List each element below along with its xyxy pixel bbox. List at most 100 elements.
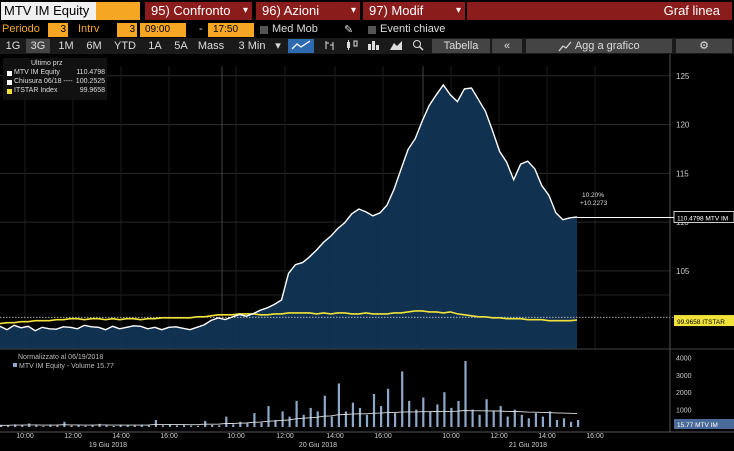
volume-bar — [281, 411, 284, 427]
azioni-menu[interactable]: 96) Azioni ▾ — [256, 2, 360, 20]
gear-icon[interactable]: ⚙ — [676, 39, 732, 53]
chevron-down-icon: ▾ — [350, 5, 356, 16]
volume-bar — [295, 400, 298, 427]
end-time-input[interactable]: 17:50 — [208, 23, 254, 37]
volume-bar — [91, 425, 94, 427]
eventi-checkbox[interactable] — [368, 26, 376, 34]
volume-bar — [337, 383, 340, 427]
volume-bar — [246, 423, 249, 427]
volume-bar — [7, 425, 10, 427]
volume-bar — [506, 416, 509, 427]
legend-item-itstar[interactable]: ITSTAR Index 99.9658 — [7, 87, 107, 95]
candlestick-icon[interactable] — [342, 39, 362, 53]
volume-tick-label: 1000 — [676, 408, 692, 415]
add-to-chart-button[interactable]: Agg a grafico — [526, 39, 672, 53]
last-price-tag-label: 110.4798 MTV IM — [677, 215, 728, 222]
periodo-label: Periodo — [2, 23, 40, 35]
volume-bar — [70, 425, 73, 427]
volume-bar — [394, 413, 397, 427]
volume-bar — [541, 416, 544, 427]
modif-menu[interactable]: 97) Modif ▾ — [363, 2, 465, 20]
period-1g-button[interactable]: 1G — [5, 40, 21, 52]
period-1m-button[interactable]: 1M — [58, 40, 74, 52]
price-chart[interactable]: 1051101151201251000200030004000Normalizz… — [0, 54, 734, 451]
legend-name: MTV IM Equity — [14, 69, 60, 76]
volume-bar — [577, 420, 580, 427]
period-3g-button[interactable]: 3G — [26, 39, 50, 53]
time-tick-label: 12:00 — [64, 433, 82, 440]
time-tick-label: 12:00 — [490, 433, 508, 440]
time-tick-label: 14:00 — [112, 433, 130, 440]
volume-bar — [183, 425, 186, 427]
legend-header: Ultimo prz — [31, 60, 63, 67]
azioni-label: 96) Azioni — [262, 3, 320, 18]
chart-legend: Ultimo prz MTV IM Equity 110.4798 Chiusu… — [3, 58, 107, 100]
volume-bar — [267, 406, 270, 427]
legend-swatch-icon — [7, 89, 12, 94]
legend-item-mtv[interactable]: MTV IM Equity 110.4798 — [7, 69, 107, 77]
chevron-down-icon[interactable]: ▾ — [275, 40, 281, 52]
mountain-chart-icon[interactable] — [386, 39, 406, 53]
volume-bar — [260, 422, 263, 427]
period-6m-button[interactable]: 6M — [86, 40, 102, 52]
legend-item-chiusura[interactable]: Chiusura 06/18 ---- 100.2525 — [7, 78, 107, 86]
volume-bar — [316, 411, 319, 427]
time-tick-label: 10:00 — [227, 433, 245, 440]
volume-bar — [21, 425, 24, 427]
time-tick-label: 14:00 — [538, 433, 556, 440]
volume-bar — [190, 425, 193, 427]
volume-bar — [380, 406, 383, 427]
chevron-down-icon: ▾ — [242, 5, 248, 16]
volume-bar — [56, 425, 59, 427]
back-button[interactable]: « — [492, 39, 522, 53]
volume-bar — [570, 421, 573, 427]
volume-bar — [422, 397, 425, 427]
time-tick-label: 16:00 — [160, 433, 178, 440]
bar-chart-icon[interactable] — [364, 39, 384, 53]
line-chart-icon[interactable] — [288, 39, 314, 53]
tabella-button[interactable]: Tabella — [432, 39, 490, 53]
interval-dropdown[interactable]: 3 Min — [238, 40, 266, 52]
period-5a-button[interactable]: 5A — [174, 40, 188, 52]
date-label: 21 Giu 2018 — [509, 442, 547, 449]
volume-tag — [674, 419, 734, 429]
period-ytd-button[interactable]: YTD — [114, 40, 136, 52]
volume-bar — [42, 426, 45, 427]
date-label: 19 Giu 2018 — [89, 442, 127, 449]
volume-tick-label: 4000 — [676, 355, 692, 362]
volume-bar — [239, 421, 242, 427]
period-1a-button[interactable]: 1A — [148, 40, 162, 52]
window-title: Graf linea — [467, 2, 732, 20]
volume-bar — [457, 400, 460, 427]
volume-bar — [330, 416, 333, 427]
zoom-icon[interactable] — [408, 39, 428, 53]
start-time-input[interactable]: 09:00 — [140, 23, 186, 37]
ticker-text: MTV IM Equity — [4, 3, 90, 18]
volume-bar — [84, 425, 87, 427]
volume-bar — [344, 411, 347, 427]
volume-bar — [253, 413, 256, 427]
time-tick-label: 12:00 — [276, 433, 294, 440]
ticker-field[interactable]: MTV IM Equity — [1, 2, 140, 20]
volume-bar — [175, 425, 179, 427]
ohlc-icon[interactable] — [320, 39, 340, 53]
med-mob-checkbox[interactable] — [260, 26, 268, 34]
volume-bar — [147, 425, 150, 427]
periodo-input[interactable]: 3 — [48, 23, 68, 37]
price-tick-label: 105 — [676, 267, 690, 276]
volume-bar — [436, 404, 439, 427]
volume-tick-label: 2000 — [676, 390, 692, 397]
confronto-menu[interactable]: 95) Confronto ▾ — [145, 2, 252, 20]
volume-tag-label: 15.77 MTV IM — [677, 422, 718, 429]
itstar-price-tag — [674, 315, 734, 327]
intrv-input[interactable]: 3 — [117, 23, 137, 37]
price-area-fill — [0, 84, 577, 349]
legend-name: Chiusura 06/18 ---- — [14, 78, 73, 85]
period-mass-button[interactable]: Mass — [197, 40, 225, 52]
volume-bar — [492, 411, 495, 427]
volume-legend-header: Normalizzato al 06/19/2018 — [18, 354, 103, 361]
pin-icon[interactable]: ✎ — [344, 24, 354, 36]
volume-bar — [471, 409, 474, 427]
legend-value: 110.4798 — [76, 69, 105, 76]
intrv-label: Intrv — [78, 23, 100, 35]
